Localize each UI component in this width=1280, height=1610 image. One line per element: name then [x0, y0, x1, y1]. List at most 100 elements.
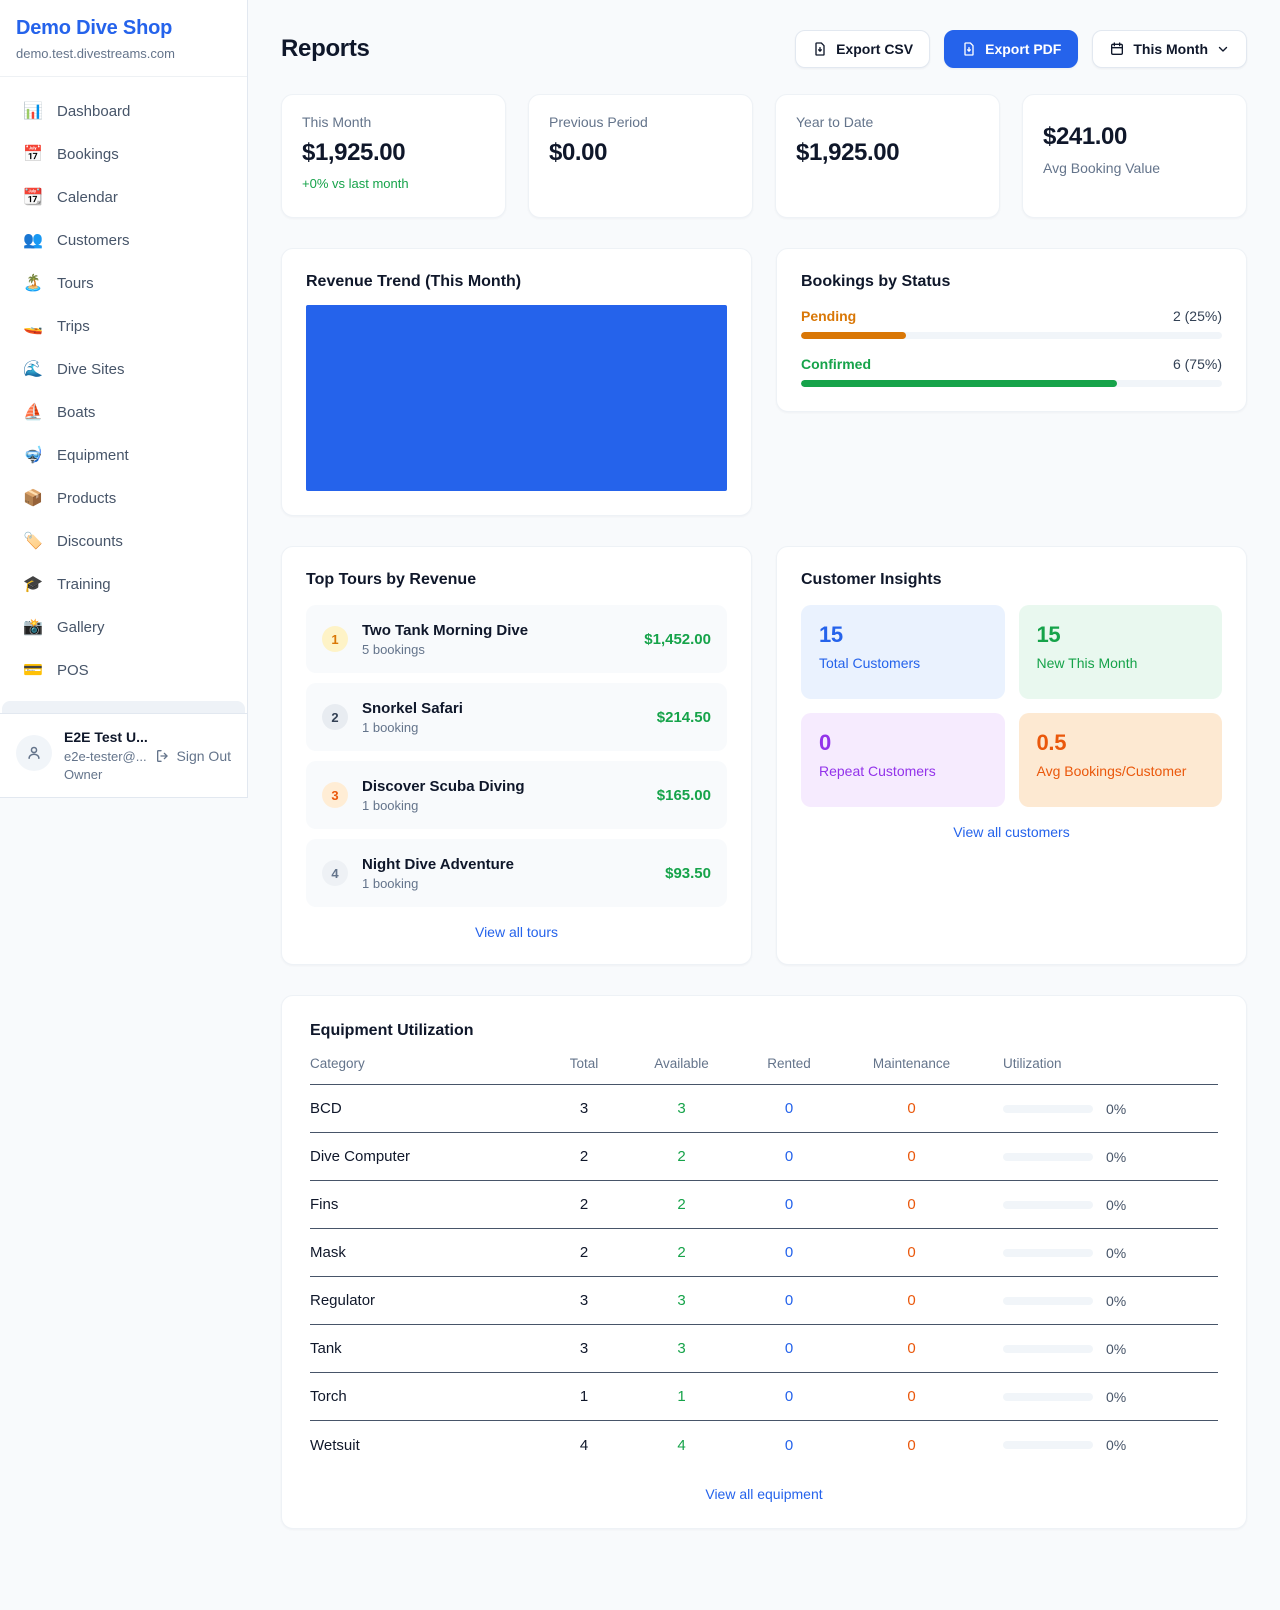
utilization-percent: 0% [1106, 1437, 1127, 1453]
equipment-table-header: Category Total Available Rented Maintena… [310, 1040, 1218, 1085]
col-category: Category [310, 1056, 365, 1071]
sidebar-item-customers[interactable]: 👥 Customers [12, 220, 235, 260]
sidebar-item-products[interactable]: 📦 Products [12, 478, 235, 518]
sidebar-item-dashboard[interactable]: 📊 Dashboard [12, 91, 235, 131]
equipment-category: Torch [310, 1388, 347, 1405]
sidebar-item-dive-sites[interactable]: 🌊 Dive Sites [12, 349, 235, 389]
equipment-table-row: Torch 1 1 0 0 0% [310, 1373, 1218, 1421]
wave-icon: 🌊 [23, 361, 43, 378]
tour-name: Night Dive Adventure [362, 855, 514, 873]
insight-label: Total Customers [819, 655, 921, 671]
sidebar-item-calendar[interactable]: 📆 Calendar [12, 177, 235, 217]
tour-row[interactable]: 3 Discover Scuba Diving 1 booking $165.0… [306, 761, 727, 829]
tour-bookings: 1 booking [362, 875, 419, 891]
sidebar-item-label: Dashboard [57, 102, 131, 120]
equipment-category: Dive Computer [310, 1148, 411, 1165]
utilization-bar-track [1003, 1441, 1093, 1449]
stat-value: $0.00 [549, 139, 608, 166]
equipment-rented: 0 [784, 1436, 794, 1454]
equipment-table-row: Fins 2 2 0 0 0% [310, 1181, 1218, 1229]
sidebar-item-label: Training [57, 575, 111, 593]
shop-name[interactable]: Demo Dive Shop [16, 17, 173, 39]
status-count: 6 (75%) [1172, 356, 1222, 372]
equipment-rented: 0 [784, 1148, 794, 1165]
stat-label: Avg Booking Value [1043, 160, 1161, 176]
stat-card: Previous Period $0.00 [528, 94, 753, 218]
tour-row[interactable]: 4 Night Dive Adventure 1 booking $93.50 [306, 839, 727, 907]
shop-domain: demo.test.divestreams.com [16, 46, 175, 61]
col-total: Total [569, 1056, 599, 1071]
status-row: Pending 2 (25%) [801, 308, 1222, 339]
utilization-percent: 0% [1106, 1148, 1127, 1165]
equipment-table-row: Wetsuit 4 4 0 0 0% [310, 1421, 1218, 1469]
sidebar-item-tours[interactable]: 🏝️ Tours [12, 263, 235, 303]
credit-card-icon: 💳 [23, 662, 43, 679]
tour-revenue: $214.50 [656, 708, 711, 726]
insight-value: 15 [1036, 622, 1061, 647]
sidebar-item-training[interactable]: 🎓 Training [12, 564, 235, 604]
equipment-available: 3 [677, 1292, 686, 1309]
tour-row[interactable]: 1 Two Tank Morning Dive 5 bookings $1,45… [306, 605, 727, 673]
sidebar-item-label: POS [57, 661, 89, 679]
status-bar-fill [801, 380, 1117, 387]
sidebar-item-label: Dive Sites [57, 360, 125, 378]
utilization-percent: 0% [1106, 1292, 1127, 1309]
calendar-icon: 📆 [23, 189, 43, 206]
utilization-percent: 0% [1106, 1100, 1127, 1117]
view-all-equipment-link[interactable]: View all equipment [310, 1486, 1218, 1502]
equipment-rented: 0 [784, 1196, 794, 1213]
utilization-bar-track [1003, 1296, 1093, 1305]
tour-row[interactable]: 2 Snorkel Safari 1 booking $214.50 [306, 683, 727, 751]
utilization-percent: 0% [1106, 1244, 1127, 1261]
status-bar-fill [801, 332, 907, 339]
stat-label: Previous Period [549, 114, 648, 130]
stat-value: $241.00 [1043, 123, 1127, 150]
equipment-maintenance: 0 [907, 1292, 916, 1309]
period-select[interactable]: This Month [1092, 30, 1247, 68]
sidebar-item-discounts[interactable]: 🏷️ Discounts [12, 521, 235, 561]
utilization-bar-track [1003, 1104, 1093, 1113]
sidebar-item-label: Bookings [57, 145, 119, 163]
insight-value: 0.5 [1036, 730, 1067, 755]
sailboat-icon: ⛵ [23, 404, 43, 421]
utilization-percent: 0% [1106, 1340, 1127, 1357]
diving-mask-icon: 🤿 [23, 447, 43, 464]
equipment-table-row: Tank 3 3 0 0 0% [310, 1325, 1218, 1373]
status-bar-track [801, 332, 1222, 339]
view-all-customers-link[interactable]: View all customers [801, 824, 1222, 840]
stat-card: Year to Date $1,925.00 [775, 94, 1000, 218]
status-count: 2 (25%) [1172, 308, 1222, 324]
utilization-bar-track [1003, 1392, 1093, 1401]
sidebar-item-bookings[interactable]: 📅 Bookings [12, 134, 235, 174]
avatar [16, 735, 52, 771]
sidebar-item-trips[interactable]: 🚤 Trips [12, 306, 235, 346]
equipment-maintenance: 0 [907, 1388, 916, 1405]
export-csv-button[interactable]: Export CSV [795, 30, 931, 68]
equipment-total: 2 [579, 1196, 589, 1213]
sidebar-item-equipment[interactable]: 🤿 Equipment [12, 435, 235, 475]
utilization-bar-track [1003, 1344, 1093, 1353]
equipment-maintenance: 0 [907, 1196, 916, 1213]
utilization-bar-track [1003, 1248, 1093, 1257]
bookings-by-status-card: Bookings by Status Pending 2 (25%) [776, 248, 1247, 412]
equipment-total: 3 [579, 1340, 589, 1357]
view-all-tours-link[interactable]: View all tours [306, 924, 727, 940]
sign-out-button[interactable]: Sign Out [155, 748, 231, 764]
export-pdf-button[interactable]: Export PDF [944, 30, 1079, 68]
user-avatar-icon [28, 746, 40, 759]
equipment-available: 3 [677, 1100, 686, 1117]
equipment-available: 1 [677, 1388, 686, 1405]
bookings-calendar-icon: 📅 [23, 146, 43, 163]
stat-cards: This Month $1,925.00 +0% vs last month P… [281, 94, 1247, 218]
status-row: Confirmed 6 (75%) [801, 356, 1222, 387]
equipment-total: 2 [579, 1244, 589, 1261]
equipment-total: 2 [579, 1148, 589, 1165]
col-maintenance: Maintenance [872, 1056, 951, 1071]
sidebar-item-boats[interactable]: ⛵ Boats [12, 392, 235, 432]
sidebar-item-partial[interactable] [2, 701, 245, 713]
sidebar-item-label: Equipment [57, 446, 129, 464]
sidebar-item-gallery[interactable]: 📸 Gallery [12, 607, 235, 647]
utilization-percent: 0% [1106, 1196, 1127, 1213]
insight-value: 0 [819, 730, 831, 755]
sidebar-item-pos[interactable]: 💳 POS [12, 650, 235, 690]
